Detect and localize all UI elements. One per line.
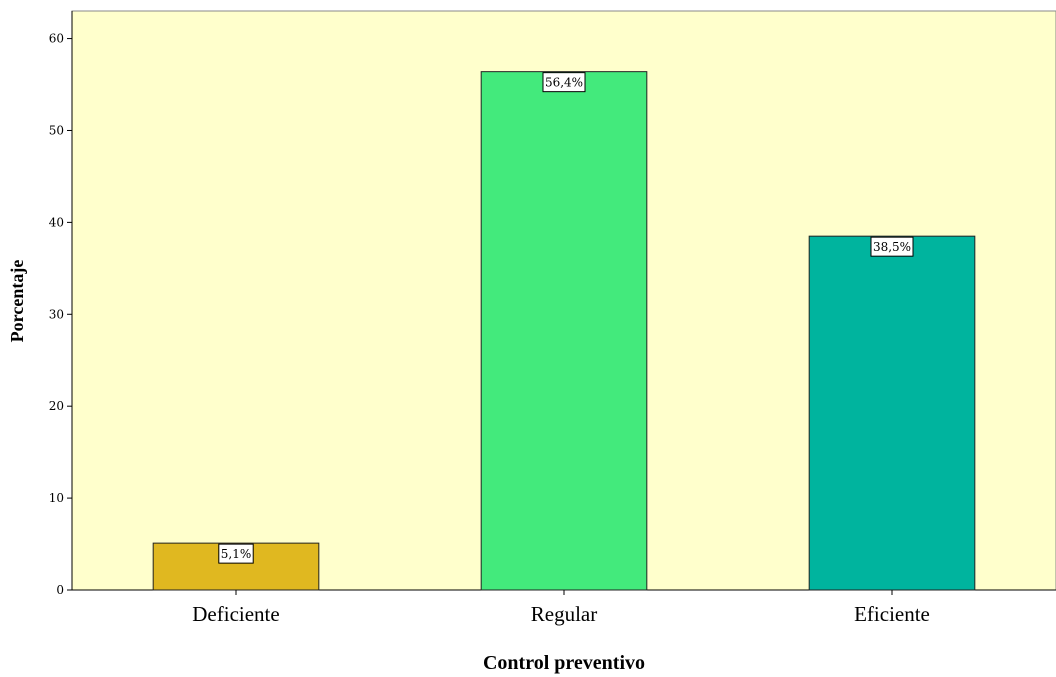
y-axis-title: Porcentaje — [7, 260, 27, 343]
y-tick-label: 20 — [49, 399, 64, 413]
y-tick-label: 10 — [49, 491, 64, 505]
y-tick-label: 0 — [56, 583, 64, 597]
data-label: 5,1% — [221, 547, 252, 561]
y-tick-label: 60 — [49, 32, 64, 46]
data-label-box — [870, 236, 914, 257]
y-tick-label: 30 — [49, 307, 64, 321]
data-label: 38,5% — [873, 240, 911, 254]
data-label-box — [542, 72, 586, 93]
x-tick-label-eficiente: Eficiente — [854, 602, 930, 626]
x-tick-label-deficiente: Deficiente — [192, 602, 279, 626]
x-axis-title: Control preventivo — [483, 652, 645, 674]
x-tick-label-regular: Regular — [531, 602, 597, 626]
bar-eficiente — [808, 235, 976, 591]
bar-regular — [480, 71, 648, 591]
x-axis-category-labels: Deficiente Regular Eficiente — [192, 590, 930, 626]
y-tick-label: 50 — [49, 123, 64, 137]
bars: 5,1% 56,4% 38,5% — [152, 71, 976, 591]
data-label-box — [218, 543, 254, 564]
data-label: 56,4% — [545, 76, 583, 90]
y-tick-label: 40 — [49, 215, 64, 229]
y-axis-ticks: 0 10 20 30 40 50 60 — [49, 32, 72, 597]
